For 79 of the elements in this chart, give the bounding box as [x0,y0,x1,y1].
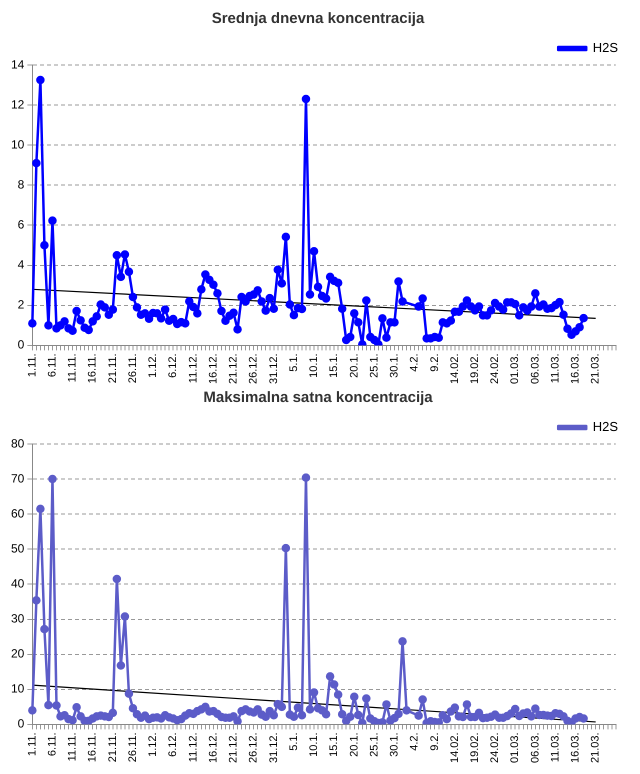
x-tick-label: 6.11. [46,353,58,378]
x-tick-label: 26.11. [126,353,139,384]
y-tick-label: 10 [10,682,25,696]
x-tick-label: 20.1. [348,353,360,378]
x-tick-label: 16.11. [86,732,99,762]
x-tick-label: 25.1. [368,353,380,378]
y-tick-label: 6 [18,218,25,232]
y-tick-label: 40 [10,576,25,591]
chart-title: Maksimalna satna koncentracija [203,389,434,406]
y-tick-label: 50 [10,541,25,556]
legend-label: H2S [592,419,618,434]
y-tick-label: 10 [10,137,25,152]
x-tick-label: 1.12. [147,353,160,378]
x-tick-label: 24.02. [489,353,502,384]
x-tick-label: 26.11. [126,732,139,762]
x-tick-label: 21.12. [228,353,240,384]
x-tick-label: 9.2. [428,353,441,372]
y-tick-label: 0 [18,338,25,352]
x-tick-label: 16.12. [207,732,220,764]
x-tick-label: 16.11. [86,353,99,384]
x-tick-label: 16.03. [570,353,582,384]
x-tick-label: 11.11. [66,732,79,762]
x-tick-label: 20.1. [348,732,360,757]
x-tick-label: 9.2. [428,732,441,751]
x-tick-label: 6.12. [167,353,180,378]
x-tick-label: 4.2. [408,732,421,751]
x-tick-label: 11.03. [549,732,562,762]
x-tick-label: 1.11. [26,732,38,756]
x-tick-label: 5.1. [288,353,300,372]
x-tick-label: 11.12. [187,732,200,762]
y-tick-label: 14 [10,57,25,72]
x-tick-label: 31.12. [268,353,280,384]
x-tick-label: 24.02. [489,732,502,764]
x-tick-label: 5.1. [288,732,300,751]
y-tick-label: 0 [18,716,25,731]
x-tick-label: 21.03. [590,732,602,764]
y-tick-label: 8 [18,177,25,192]
x-tick-label: 15.1. [328,353,340,378]
x-tick-label: 1.12. [147,732,160,757]
x-tick-label: 30.1. [388,732,401,757]
x-tick-label: 21.11. [106,353,119,384]
x-tick-label: 30.1. [388,353,401,378]
x-tick-label: 19.02. [469,732,481,764]
x-tick-label: 4.2. [408,353,421,372]
x-tick-label: 06.03. [529,732,542,764]
x-tick-label: 10.1. [308,353,320,378]
x-tick-label: 14.02. [448,353,461,384]
x-tick-label: 06.03. [529,353,542,384]
y-tick-label: 70 [10,471,25,486]
chart-title: Srednja dnevna koncentracija [212,10,425,28]
x-tick-label: 11.03. [549,353,562,384]
x-tick-label: 21.03. [590,353,602,384]
y-tick-label: 4 [18,258,25,272]
y-tick-label: 80 [10,436,25,450]
x-tick-label: 1.11. [26,353,38,378]
x-tick-label: 01.03. [509,732,522,764]
x-tick-label: 14.02. [448,732,461,764]
y-tick-label: 20 [10,646,25,661]
x-tick-label: 15.1. [328,732,340,757]
y-tick-label: 2 [18,298,25,312]
x-tick-label: 26.12. [248,732,260,764]
x-tick-label: 16.12. [207,353,220,384]
x-tick-label: 21.12. [228,732,240,764]
x-tick-label: 31.12. [268,732,280,764]
y-tick-label: 12 [10,97,25,112]
x-tick-label: 21.11. [106,732,119,762]
x-tick-label: 01.03. [509,353,522,384]
x-tick-label: 26.12. [248,353,260,384]
legend-label: H2S [592,40,618,56]
x-tick-label: 6.12. [167,732,180,757]
x-tick-label: 25.1. [368,732,380,757]
x-tick-label: 11.12. [187,353,200,384]
y-tick-label: 60 [10,506,25,520]
x-tick-label: 10.1. [308,732,320,757]
y-tick-label: 30 [10,612,25,626]
x-tick-label: 19.02. [469,353,481,384]
x-tick-label: 16.03. [570,732,582,764]
x-tick-label: 11.11. [66,353,79,382]
x-tick-label: 6.11. [46,732,58,756]
